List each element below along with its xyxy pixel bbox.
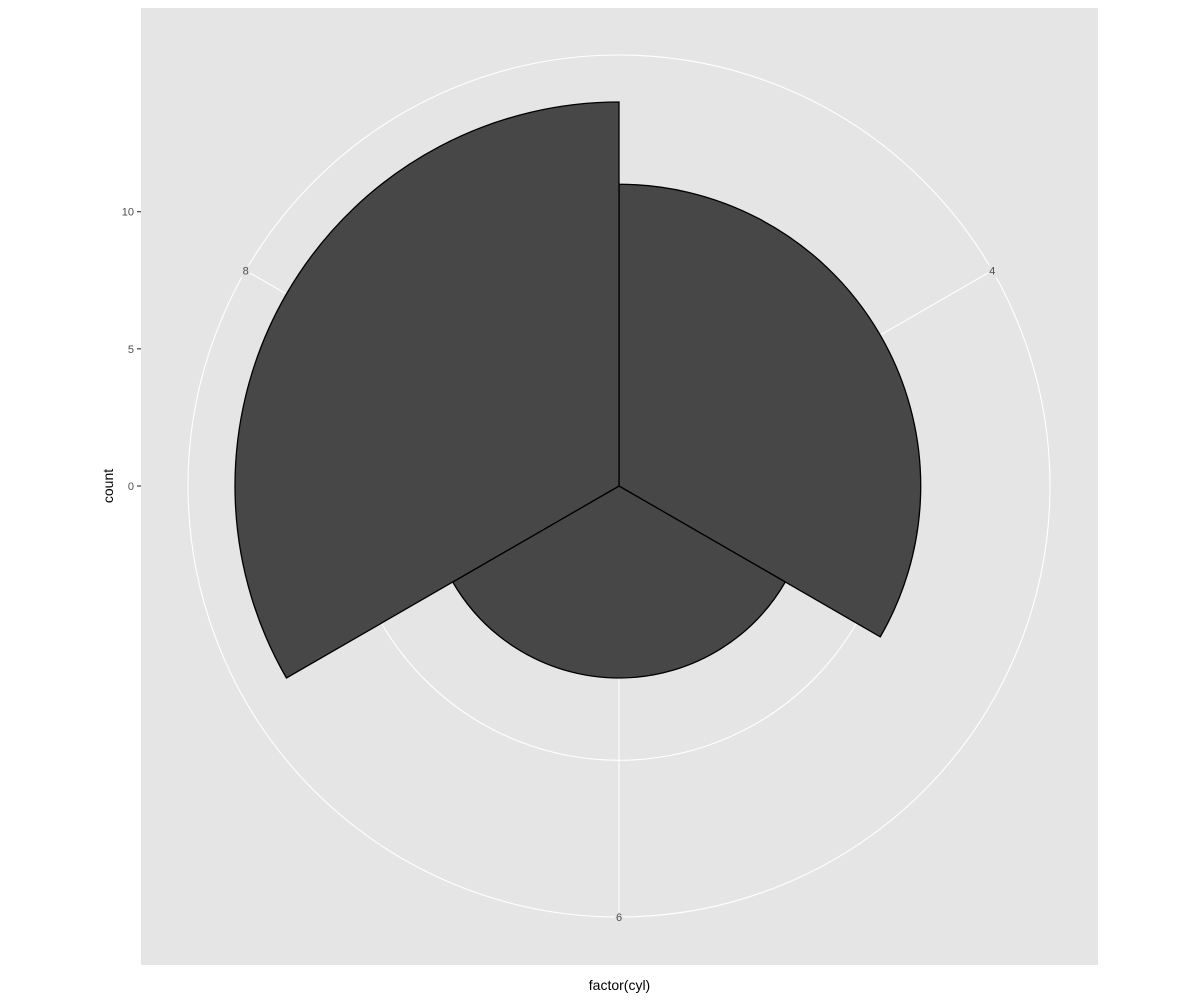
bar-4 [618, 183, 922, 638]
y-tick-label: 5 [128, 344, 134, 356]
bar-8 [234, 101, 620, 679]
y-tick-label: 0 [128, 481, 134, 493]
y-axis-tick-labels: 0 5 10 [122, 207, 134, 493]
bar-6 [451, 485, 787, 679]
category-label-bg [988, 265, 997, 278]
x-axis-title: factor(cyl) [589, 977, 650, 993]
bars [234, 101, 922, 679]
category-labels: 4 6 8 [241, 265, 997, 924]
category-label-8: 8 [243, 266, 249, 278]
category-label-bg [241, 265, 250, 278]
y-tick-label: 10 [122, 207, 134, 219]
category-label-6: 6 [616, 912, 622, 924]
y-axis-ticks [137, 211, 141, 487]
category-label-bg [614, 912, 624, 924]
category-label-4: 4 [989, 266, 995, 278]
y-axis-title: count [100, 469, 116, 503]
